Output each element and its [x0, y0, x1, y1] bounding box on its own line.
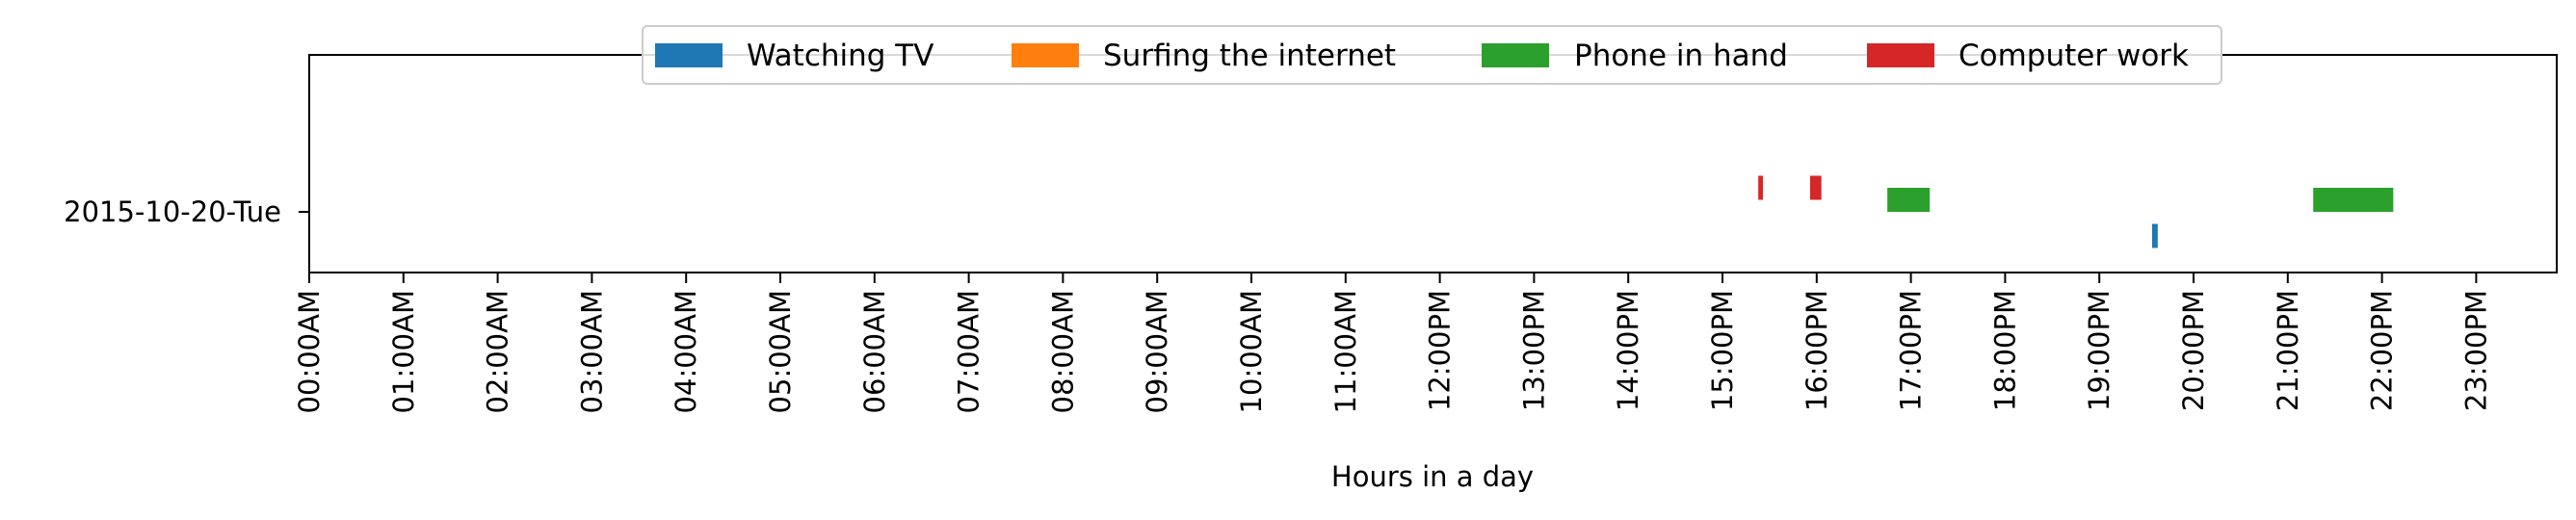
x-tick-label: 11:00AM: [1329, 290, 1362, 413]
chart-marks: [1758, 175, 2394, 248]
x-tick-label: 17:00PM: [1895, 290, 1928, 411]
x-axis: 00:00AM 01:00AM 02:00AM 03:00AM 04:00AM 05:00…: [293, 273, 2492, 413]
x-tick-label: 20:00PM: [2177, 290, 2210, 411]
legend-label-watching-tv: Watching TV: [747, 39, 933, 73]
x-tick-label: 01:00AM: [387, 290, 420, 413]
legend-swatch-watching-tv: [655, 43, 723, 67]
x-tick-label: 22:00PM: [2366, 290, 2399, 411]
legend-swatch-surfing: [1012, 43, 1079, 67]
x-tick-label: 14:00PM: [1612, 290, 1644, 411]
x-tick-label: 12:00PM: [1424, 290, 1457, 411]
plot-frame: [308, 54, 2558, 273]
x-tick-label: 09:00AM: [1141, 290, 1173, 413]
x-tick-label: 10:00AM: [1235, 290, 1268, 413]
x-tick-label: 21:00PM: [2272, 290, 2304, 411]
bar-computer-work: [1809, 175, 1822, 200]
bar-phone-in-hand: [2313, 188, 2394, 212]
legend-swatch-computer: [1867, 43, 1934, 67]
y-axis: 2015-10-20-Tue: [64, 195, 309, 228]
y-tick-label: 2015-10-20-Tue: [64, 195, 281, 228]
x-tick-label: 08:00AM: [1046, 290, 1079, 413]
x-tick-label: 16:00PM: [1801, 290, 1833, 411]
x-tick-label: 00:00AM: [293, 290, 326, 413]
x-tick-label: 02:00AM: [482, 290, 514, 413]
legend-label-surfing: Surfing the internet: [1103, 39, 1396, 73]
legend-swatch-phone: [1482, 43, 1549, 67]
x-tick-label: 06:00AM: [858, 290, 891, 413]
x-axis-label: Hours in a day: [1331, 460, 1534, 493]
x-tick-label: 03:00AM: [575, 290, 608, 413]
x-tick-label: 04:00AM: [670, 290, 702, 413]
bar-phone-in-hand: [1887, 188, 1931, 212]
bar-computer-work: [1758, 175, 1764, 200]
x-tick-label: 18:00PM: [1988, 290, 2021, 411]
x-tick-label: 23:00PM: [2459, 290, 2492, 411]
x-tick-label: 19:00PM: [2083, 290, 2116, 411]
x-tick-label: 07:00AM: [953, 290, 986, 413]
legend-label-computer: Computer work: [1958, 39, 2189, 73]
bar-watching-tv: [2151, 223, 2158, 248]
x-tick-label: 13:00PM: [1517, 290, 1550, 411]
legend: Watching TV Surfing the internet Phone i…: [642, 25, 2222, 85]
x-tick-label: 15:00PM: [1706, 290, 1739, 411]
x-tick-label: 05:00AM: [764, 290, 797, 413]
legend-label-phone: Phone in hand: [1574, 39, 1788, 73]
legend-box: [642, 25, 2222, 85]
